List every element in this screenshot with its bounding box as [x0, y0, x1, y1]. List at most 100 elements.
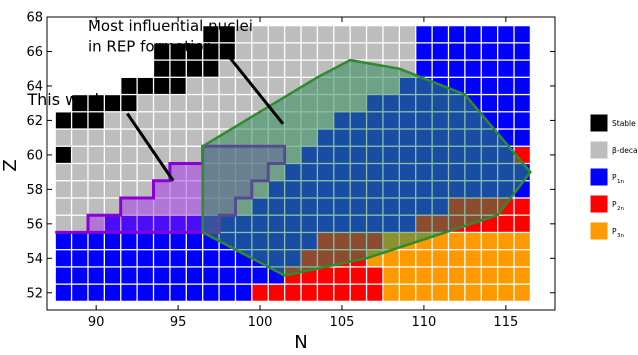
- nuclide-cell: [186, 95, 203, 112]
- nuclide-cell: [203, 26, 219, 43]
- nuclide-cell: [416, 250, 432, 267]
- nuclide-cell: [105, 250, 121, 267]
- nuclide-cell: [121, 233, 137, 250]
- nuclide-cell: [88, 181, 104, 198]
- nuclide-cell: [449, 284, 465, 301]
- nuclide-cell: [432, 250, 448, 267]
- nuclide-cell: [72, 250, 88, 267]
- nuclide-cell: [154, 60, 170, 77]
- y-tick-label: 60: [26, 148, 43, 163]
- nuclide-cell: [498, 112, 514, 129]
- nuclide-cell: [203, 77, 219, 94]
- nuclide-cell: [416, 267, 432, 284]
- nuclide-cell: [203, 112, 219, 129]
- nuclide-cell: [154, 267, 170, 284]
- nuclide-cell: [236, 26, 252, 43]
- legend-label: Stable: [612, 119, 636, 128]
- y-axis-title: Z: [0, 159, 21, 171]
- axes: 90 95 100 105 110 115 52 54 56 58 60 62 64 66 68 N Z: [0, 11, 556, 353]
- nuclide-cell: [219, 112, 235, 129]
- nuclide-cell: [72, 284, 88, 301]
- nuclide-cell: [121, 198, 137, 215]
- nuclide-cell: [186, 43, 203, 60]
- nuclide-cell: [154, 250, 170, 267]
- nuclide-cell: [170, 77, 186, 94]
- nuclide-cell: [105, 112, 121, 129]
- nuclide-cell: [72, 181, 88, 198]
- nuclide-cell: [154, 284, 170, 301]
- nuclide-cell: [334, 26, 350, 43]
- y-tick-label: 68: [26, 11, 43, 26]
- nuclide-cell: [383, 250, 399, 267]
- nuclide-cell: [268, 284, 284, 301]
- nuclide-cell: [170, 181, 186, 198]
- nuclide-cell: [465, 43, 481, 60]
- annotation-line: [219, 45, 285, 125]
- x-tick-label: 110: [411, 315, 436, 330]
- annotation-line: [126, 112, 175, 182]
- nuclide-cell: [514, 233, 530, 250]
- nuclide-cell: [121, 112, 137, 129]
- nuclide-cell: [186, 164, 203, 181]
- nuclide-cell: [481, 95, 497, 112]
- nuclide-cell: [449, 26, 465, 43]
- nuclide-cell: [334, 267, 350, 284]
- nuclide-cell: [170, 146, 186, 163]
- nuclide-cell: [55, 250, 71, 267]
- nuclide-cell: [449, 267, 465, 284]
- nuclide-cell: [88, 129, 104, 146]
- nuclide-cell: [154, 77, 170, 94]
- nuclide-cell: [268, 26, 284, 43]
- x-tick-label: 90: [88, 315, 105, 330]
- nuclide-cell: [236, 267, 252, 284]
- nuclide-cell: [170, 43, 186, 60]
- nuclide-cell: [514, 77, 530, 94]
- nuclide-cell: [432, 26, 448, 43]
- legend-label: P: [612, 173, 617, 182]
- plot-frame: [46, 16, 556, 311]
- nuclide-cell: [219, 26, 235, 43]
- nuclide-cell: [481, 284, 497, 301]
- nuclide-cell: [88, 146, 104, 163]
- nuclide-cell: [186, 181, 203, 198]
- legend-swatch: [590, 141, 608, 159]
- nuclide-cell: [55, 233, 71, 250]
- nuclide-cell: [55, 146, 71, 163]
- nuclide-cell: [318, 267, 334, 284]
- nuclide-cell: [154, 233, 170, 250]
- nuclide-cell: [252, 60, 268, 77]
- nuclide-cell: [219, 284, 235, 301]
- nuclide-cell: [268, 77, 284, 94]
- nuclide-cell: [186, 198, 203, 215]
- nuclide-cell: [514, 95, 530, 112]
- nuclide-cell: [72, 267, 88, 284]
- nuclide-cell: [121, 164, 137, 181]
- nuclide-cell: [514, 26, 530, 43]
- legend-swatch: [590, 222, 608, 240]
- nuclide-cell: [203, 250, 219, 267]
- nuclide-cell: [105, 198, 121, 215]
- nuclide-cell: [105, 181, 121, 198]
- nuclide-cell: [367, 43, 383, 60]
- nuclide-cell: [88, 267, 104, 284]
- nuclide-cell: [318, 43, 334, 60]
- nuclide-cell: [416, 60, 432, 77]
- nuclide-cell: [465, 250, 481, 267]
- nuclide-cell: [186, 215, 203, 232]
- legend-label-subscript: 3n: [617, 233, 624, 239]
- nuclide-cell: [154, 43, 170, 60]
- nuclide-cell: [88, 284, 104, 301]
- nuclide-cell: [399, 250, 416, 267]
- nuclide-cell: [481, 267, 497, 284]
- nuclide-cell: [154, 181, 170, 198]
- nuclide-cell: [55, 267, 71, 284]
- nuclide-cell: [72, 233, 88, 250]
- nuclide-cell: [72, 198, 88, 215]
- nuclide-cell: [154, 215, 170, 232]
- y-tick-label: 52: [26, 286, 43, 301]
- nuclide-cell: [72, 129, 88, 146]
- nuclide-cell: [514, 112, 530, 129]
- nuclide-cell: [399, 43, 416, 60]
- nuclide-cell: [514, 250, 530, 267]
- nuclide-cell: [481, 43, 497, 60]
